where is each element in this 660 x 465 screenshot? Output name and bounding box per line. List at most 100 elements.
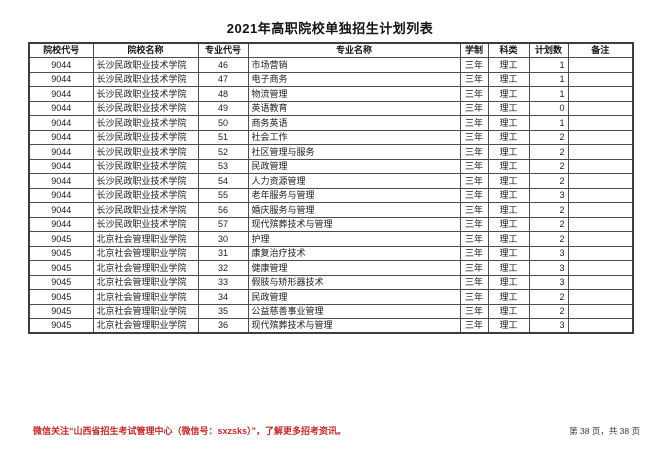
header-category: 科类 xyxy=(487,42,530,58)
table-body: 9044 长沙民政职业技术学院 46 市场营销 三年 理工 1 9044 长沙民政职业技术学院 4… xyxy=(28,57,634,334)
cell-college-code: 9045 xyxy=(28,260,94,276)
cell-major-code: 46 xyxy=(197,57,249,73)
cell-college-name: 长沙民政职业技术学院 xyxy=(92,216,199,232)
cell-college-name: 北京社会管理职业学院 xyxy=(92,274,199,290)
page-title: 2021年高职院校单独招生计划列表 xyxy=(226,21,434,36)
cell-college-name: 北京社会管理职业学院 xyxy=(92,289,199,305)
cell-remark xyxy=(567,216,634,232)
table-row: 9044 长沙民政职业技术学院 47 电子商务 三年 理工 1 xyxy=(28,71,634,87)
cell-category: 理工 xyxy=(487,231,530,247)
cell-college-name: 北京社会管理职业学院 xyxy=(92,318,199,334)
cell-duration: 三年 xyxy=(459,57,489,73)
cell-college-name: 长沙民政职业技术学院 xyxy=(92,158,199,174)
cell-category: 理工 xyxy=(487,158,530,174)
cell-remark xyxy=(567,260,634,276)
cell-major-code: 57 xyxy=(197,216,249,232)
table-row: 9045 北京社会管理职业学院 34 民政管理 三年 理工 2 xyxy=(28,289,634,305)
cell-major-name: 人力资源管理 xyxy=(247,173,461,189)
cell-remark xyxy=(567,173,634,189)
table-row: 9044 长沙民政职业技术学院 55 老年服务与管理 三年 理工 3 xyxy=(28,187,634,203)
cell-category: 理工 xyxy=(487,100,530,116)
cell-duration: 三年 xyxy=(459,303,489,319)
header-college-name: 院校名称 xyxy=(92,42,199,58)
cell-category: 理工 xyxy=(487,216,530,232)
cell-major-name: 假肢与矫形器技术 xyxy=(247,274,461,290)
wechat-notice: 微信关注“山西省招生考试管理中心（微信号：sxzsks）”，了解更多招考资讯。 xyxy=(33,426,347,436)
cell-remark xyxy=(567,100,634,116)
cell-duration: 三年 xyxy=(459,245,489,261)
cell-remark xyxy=(567,245,634,261)
table-row: 9044 长沙民政职业技术学院 49 英语教育 三年 理工 0 xyxy=(28,100,634,116)
cell-duration: 三年 xyxy=(459,202,489,218)
cell-major-name: 社区管理与服务 xyxy=(247,144,461,160)
cell-category: 理工 xyxy=(487,260,530,276)
cell-college-name: 北京社会管理职业学院 xyxy=(92,245,199,261)
cell-remark xyxy=(567,86,634,102)
cell-plan-count: 3 xyxy=(528,260,569,276)
cell-duration: 三年 xyxy=(459,173,489,189)
cell-remark xyxy=(567,187,634,203)
cell-plan-count: 2 xyxy=(528,173,569,189)
cell-category: 理工 xyxy=(487,303,530,319)
cell-category: 理工 xyxy=(487,57,530,73)
cell-major-name: 婚庆服务与管理 xyxy=(247,202,461,218)
cell-plan-count: 3 xyxy=(528,187,569,203)
table-row: 9044 长沙民政职业技术学院 48 物流管理 三年 理工 1 xyxy=(28,86,634,102)
cell-major-code: 50 xyxy=(197,115,249,131)
cell-duration: 三年 xyxy=(459,289,489,305)
cell-college-name: 长沙民政职业技术学院 xyxy=(92,129,199,145)
table-row: 9044 长沙民政职业技术学院 50 商务英语 三年 理工 1 xyxy=(28,115,634,131)
header-plan-count: 计划数 xyxy=(528,42,569,58)
cell-remark xyxy=(567,144,634,160)
cell-plan-count: 2 xyxy=(528,129,569,145)
cell-duration: 三年 xyxy=(459,274,489,290)
cell-major-name: 英语教育 xyxy=(247,100,461,116)
cell-college-name: 北京社会管理职业学院 xyxy=(92,303,199,319)
cell-major-code: 30 xyxy=(197,231,249,247)
cell-plan-count: 3 xyxy=(528,274,569,290)
header-duration: 学制 xyxy=(459,42,489,58)
cell-major-code: 54 xyxy=(197,173,249,189)
table-row: 9045 北京社会管理职业学院 33 假肢与矫形器技术 三年 理工 3 xyxy=(28,274,634,290)
cell-plan-count: 2 xyxy=(528,144,569,160)
table-row: 9045 北京社会管理职业学院 36 现代殡葬技术与管理 三年 理工 3 xyxy=(28,318,634,334)
cell-category: 理工 xyxy=(487,173,530,189)
cell-college-code: 9044 xyxy=(28,71,94,87)
cell-category: 理工 xyxy=(487,274,530,290)
cell-duration: 三年 xyxy=(459,144,489,160)
cell-major-name: 健康管理 xyxy=(247,260,461,276)
cell-plan-count: 2 xyxy=(528,158,569,174)
header-row: 院校代号 院校名称 专业代号 专业名称 学制 科类 计划数 备注 xyxy=(28,42,634,58)
cell-remark xyxy=(567,318,634,334)
cell-duration: 三年 xyxy=(459,260,489,276)
header-remark: 备注 xyxy=(567,42,634,58)
cell-category: 理工 xyxy=(487,318,530,334)
enrollment-plan-table: 院校代号 院校名称 专业代号 专业名称 学制 科类 计划数 备注 9044 长沙民… xyxy=(28,42,634,334)
cell-plan-count: 1 xyxy=(528,71,569,87)
cell-duration: 三年 xyxy=(459,231,489,247)
cell-major-code: 36 xyxy=(197,318,249,334)
cell-college-code: 9044 xyxy=(28,216,94,232)
header-major-name: 专业名称 xyxy=(247,42,461,58)
table-row: 9044 长沙民政职业技术学院 56 婚庆服务与管理 三年 理工 2 xyxy=(28,202,634,218)
cell-major-name: 商务英语 xyxy=(247,115,461,131)
cell-major-code: 56 xyxy=(197,202,249,218)
cell-remark xyxy=(567,129,634,145)
table-row: 9044 长沙民政职业技术学院 46 市场营销 三年 理工 1 xyxy=(28,57,634,73)
cell-remark xyxy=(567,57,634,73)
cell-plan-count: 3 xyxy=(528,245,569,261)
cell-major-code: 31 xyxy=(197,245,249,261)
cell-major-code: 33 xyxy=(197,274,249,290)
cell-category: 理工 xyxy=(487,86,530,102)
cell-duration: 三年 xyxy=(459,216,489,232)
cell-college-code: 9044 xyxy=(28,115,94,131)
cell-college-name: 长沙民政职业技术学院 xyxy=(92,86,199,102)
cell-major-code: 55 xyxy=(197,187,249,203)
header-major-code: 专业代号 xyxy=(197,42,249,58)
cell-plan-count: 1 xyxy=(528,86,569,102)
cell-college-name: 长沙民政职业技术学院 xyxy=(92,57,199,73)
table-header: 院校代号 院校名称 专业代号 专业名称 学制 科类 计划数 备注 xyxy=(28,42,634,58)
cell-remark xyxy=(567,71,634,87)
cell-remark xyxy=(567,115,634,131)
cell-category: 理工 xyxy=(487,245,530,261)
